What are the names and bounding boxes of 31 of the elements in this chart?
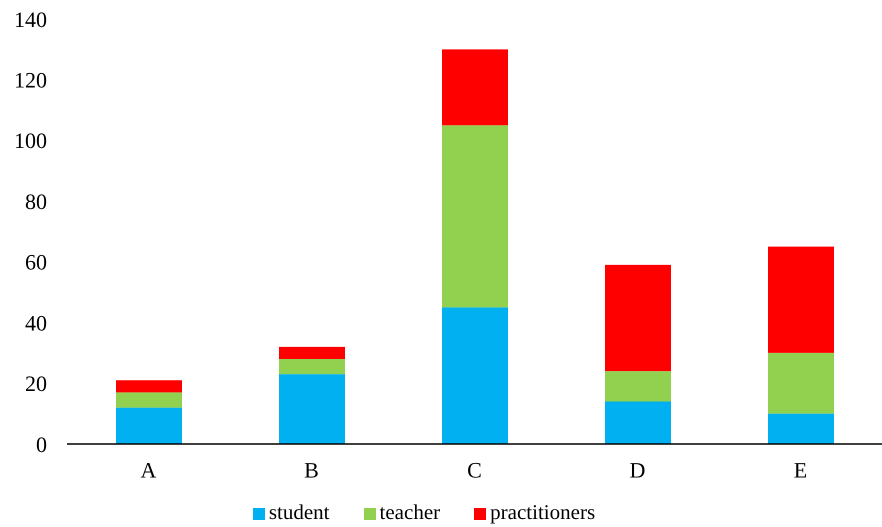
legend-label: teacher bbox=[380, 500, 440, 524]
bar bbox=[279, 374, 345, 444]
y-tick-label: 60 bbox=[25, 250, 47, 275]
y-tick-label: 100 bbox=[14, 128, 47, 154]
x-tick-label: D bbox=[630, 458, 646, 483]
bar bbox=[279, 346, 345, 359]
x-tick-label: B bbox=[304, 458, 319, 483]
y-tick-label: 20 bbox=[25, 371, 47, 396]
x-tick-label: C bbox=[467, 458, 482, 483]
bar bbox=[768, 246, 834, 353]
bar bbox=[768, 352, 834, 414]
y-tick-label: 120 bbox=[14, 68, 47, 93]
x-tick-label: E bbox=[794, 458, 808, 483]
bar bbox=[605, 264, 671, 372]
bar bbox=[442, 125, 508, 308]
bar bbox=[768, 414, 834, 444]
bar bbox=[116, 380, 182, 392]
bar bbox=[605, 371, 671, 402]
bar bbox=[442, 307, 508, 444]
bar bbox=[116, 392, 182, 408]
y-tick-label: 80 bbox=[25, 188, 47, 214]
bar bbox=[605, 402, 671, 444]
bar bbox=[279, 359, 345, 374]
x-tick-label: A bbox=[140, 458, 157, 483]
legend-label: practitioners bbox=[490, 500, 596, 524]
legend-label: student bbox=[268, 500, 330, 524]
y-tick-label: 40 bbox=[25, 310, 47, 336]
y-tick-label: 140 bbox=[14, 6, 47, 32]
y-tick-label: 0 bbox=[36, 432, 47, 457]
bar bbox=[116, 408, 182, 444]
bar bbox=[442, 49, 508, 126]
